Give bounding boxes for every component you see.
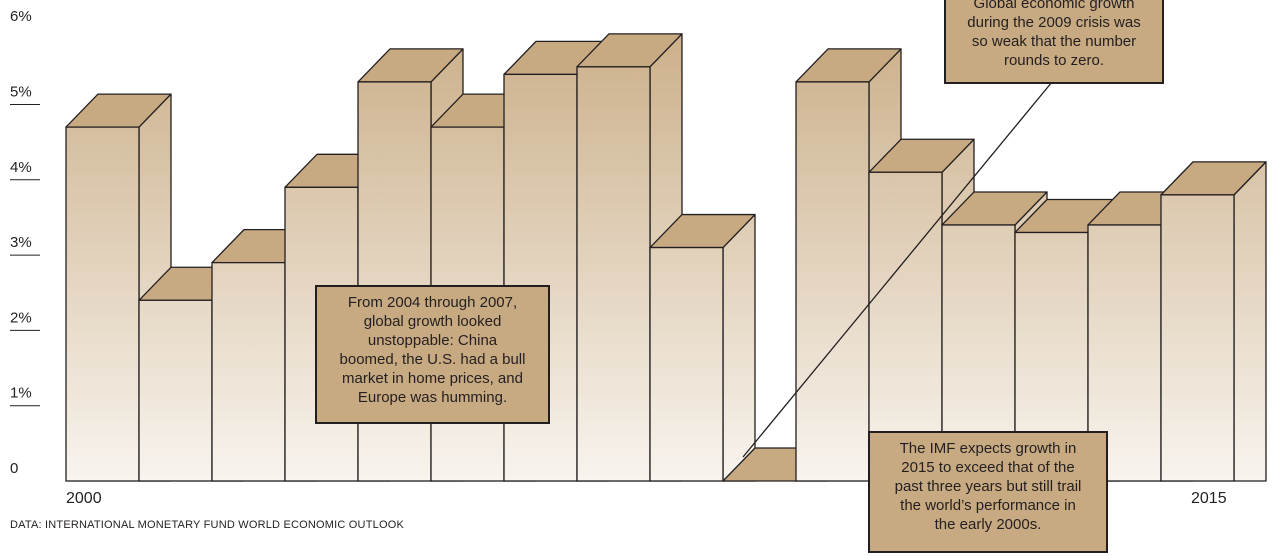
source-note: DATA: INTERNATIONAL MONETARY FUND WORLD … xyxy=(10,519,404,531)
annotation-forecast: The IMF expects growth in 2015 to exceed… xyxy=(868,431,1108,553)
annotation-line: Europe was humming. xyxy=(357,389,508,406)
bar-front xyxy=(795,81,870,482)
x-label-last: 2015 xyxy=(1191,490,1227,507)
y-tick-label: 2% xyxy=(10,309,32,326)
annotation-line: during the 2009 crisis was xyxy=(967,14,1141,31)
annotation-line: The IMF expects growth in xyxy=(899,440,1077,457)
leader-lines xyxy=(742,81,1053,458)
bar-front xyxy=(1160,194,1235,482)
leader-line-crisis xyxy=(742,81,1053,458)
bar xyxy=(1160,161,1267,482)
annotation-line: global growth looked xyxy=(363,313,502,330)
x-label-first: 2000 xyxy=(66,490,102,507)
bar-front xyxy=(65,126,140,482)
annotation-boom: From 2004 through 2007, global growth lo… xyxy=(315,285,550,424)
bar-front xyxy=(576,66,651,482)
annotation-line: 2015 to exceed that of the xyxy=(901,459,1075,476)
y-tick-label: 4% xyxy=(10,159,32,176)
annotation-line: boomed, the U.S. had a bull xyxy=(339,351,526,368)
y-tick-label: 6% xyxy=(10,8,32,25)
annotation-line: so weak that the number xyxy=(971,33,1137,50)
annotation-line: the world’s performance in xyxy=(900,497,1076,514)
bar-front xyxy=(868,171,943,482)
annotation-line: From 2004 through 2007, xyxy=(347,294,518,311)
annotation-line: rounds to zero. xyxy=(1003,52,1105,69)
annotation-line: market in home prices, and xyxy=(342,370,523,387)
annotation-line: Global economic growth xyxy=(973,0,1135,12)
bars xyxy=(65,33,1267,482)
bar-front xyxy=(649,246,724,482)
annotation-line: the early 2000s. xyxy=(934,516,1042,533)
bar xyxy=(649,213,756,482)
y-tick-label: 3% xyxy=(10,234,32,251)
bar-side xyxy=(1233,161,1267,482)
bar-side xyxy=(722,213,756,482)
annotation-line: unstoppable: China xyxy=(367,332,498,349)
bar-front xyxy=(138,299,213,482)
y-tick-label: 0 xyxy=(10,460,18,477)
annotation-line: past three years but still trail xyxy=(894,478,1082,495)
bar-front xyxy=(211,261,286,482)
y-tick-label: 5% xyxy=(10,84,32,101)
annotation-crisis: Global economic growth during the 2009 c… xyxy=(944,0,1164,84)
y-axis: 0 1% 2% 3% 4% 5% 6% xyxy=(10,8,40,477)
y-tick-label: 1% xyxy=(10,385,32,402)
